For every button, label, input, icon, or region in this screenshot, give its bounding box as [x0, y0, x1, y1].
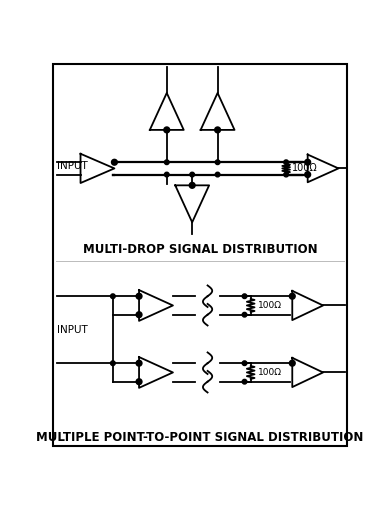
Circle shape — [242, 379, 247, 384]
Circle shape — [284, 160, 289, 165]
Circle shape — [242, 294, 247, 298]
Circle shape — [305, 160, 310, 165]
Circle shape — [242, 361, 247, 366]
Text: MULTIPLE POINT-TO-POINT SIGNAL DISTRIBUTION: MULTIPLE POINT-TO-POINT SIGNAL DISTRIBUT… — [36, 431, 363, 444]
Circle shape — [305, 172, 310, 177]
Circle shape — [190, 172, 195, 177]
Text: INPUT: INPUT — [57, 325, 88, 335]
Circle shape — [165, 160, 169, 165]
Circle shape — [110, 294, 115, 298]
Circle shape — [112, 160, 117, 165]
Text: 100Ω: 100Ω — [258, 301, 282, 310]
Text: 100Ω: 100Ω — [291, 164, 317, 173]
Circle shape — [290, 361, 295, 366]
Circle shape — [165, 172, 169, 177]
Circle shape — [136, 361, 142, 366]
Circle shape — [290, 293, 295, 299]
Text: INPUT: INPUT — [57, 161, 88, 171]
Circle shape — [136, 379, 142, 384]
Circle shape — [215, 127, 220, 133]
Circle shape — [242, 313, 247, 317]
Text: MULTI-DROP SIGNAL DISTRIBUTION: MULTI-DROP SIGNAL DISTRIBUTION — [83, 243, 317, 256]
Circle shape — [190, 183, 195, 188]
Circle shape — [164, 127, 170, 133]
Circle shape — [136, 312, 142, 318]
Circle shape — [215, 160, 220, 165]
Circle shape — [110, 361, 115, 366]
Circle shape — [136, 293, 142, 299]
Circle shape — [284, 172, 289, 177]
Circle shape — [215, 172, 220, 177]
Text: 100Ω: 100Ω — [258, 368, 282, 377]
